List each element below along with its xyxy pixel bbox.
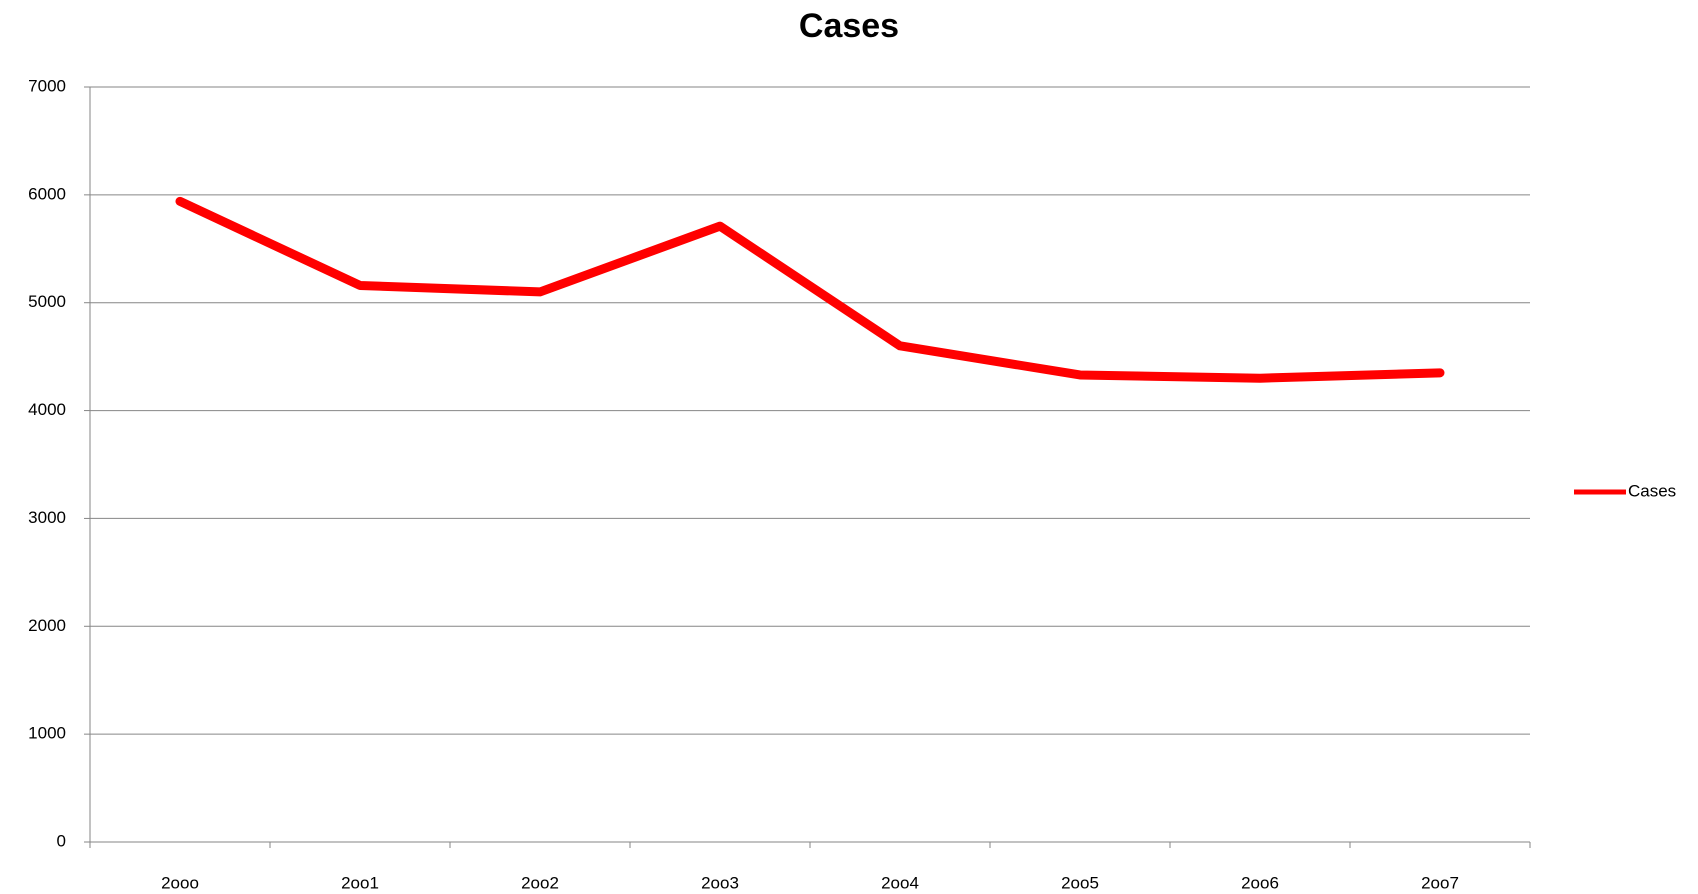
y-tick-label: 1000	[28, 724, 66, 743]
y-tick-label: 2000	[28, 616, 66, 635]
x-tick-label: 2oo2	[521, 873, 559, 892]
x-tick-label: 2oo6	[1241, 873, 1279, 892]
x-tick-label: 2oo3	[701, 873, 739, 892]
y-tick-label: 3000	[28, 508, 66, 527]
legend-label: Cases	[1628, 481, 1676, 500]
y-tick-label: 7000	[28, 76, 66, 95]
x-tick-label: 2oo1	[341, 873, 379, 892]
chart-title: Cases	[799, 7, 899, 45]
line	[175, 196, 1445, 383]
x-tick-label: 2oo5	[1061, 873, 1099, 892]
x-tick-label: 2ooo	[161, 873, 199, 892]
y-tick-label: 0	[57, 831, 66, 850]
y-tick-label: 4000	[28, 400, 66, 419]
y-tick-label: 6000	[28, 184, 66, 203]
y-tick-label: 5000	[28, 292, 66, 311]
x-tick-label: 2oo4	[881, 873, 919, 892]
x-tick-label: 2oo7	[1421, 873, 1459, 892]
